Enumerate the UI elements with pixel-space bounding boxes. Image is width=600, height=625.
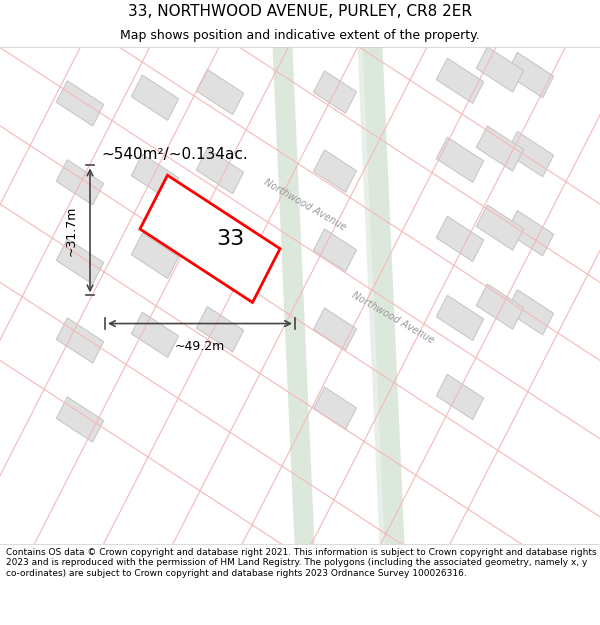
Text: Map shows position and indicative extent of the property.: Map shows position and indicative extent…	[120, 29, 480, 42]
Polygon shape	[313, 229, 356, 271]
Polygon shape	[506, 52, 554, 98]
Polygon shape	[131, 312, 179, 358]
Polygon shape	[436, 216, 484, 261]
Polygon shape	[56, 397, 104, 442]
Polygon shape	[313, 387, 356, 429]
Polygon shape	[506, 211, 554, 256]
Polygon shape	[270, 0, 335, 555]
Polygon shape	[140, 175, 280, 302]
Polygon shape	[295, 0, 345, 555]
Polygon shape	[196, 307, 244, 352]
Text: ~540m²/~0.134ac.: ~540m²/~0.134ac.	[101, 147, 248, 162]
Text: Northwood Avenue: Northwood Avenue	[350, 290, 436, 346]
Polygon shape	[476, 205, 524, 250]
Polygon shape	[131, 75, 179, 120]
Polygon shape	[360, 0, 425, 555]
Polygon shape	[290, 0, 380, 555]
Polygon shape	[476, 47, 524, 92]
Text: ~49.2m: ~49.2m	[175, 341, 225, 354]
Polygon shape	[380, 0, 600, 555]
Polygon shape	[476, 284, 524, 329]
Polygon shape	[506, 289, 554, 335]
Polygon shape	[56, 160, 104, 205]
Polygon shape	[436, 374, 484, 419]
Polygon shape	[506, 131, 554, 177]
Polygon shape	[313, 308, 356, 351]
Polygon shape	[476, 126, 524, 171]
Polygon shape	[56, 239, 104, 284]
Polygon shape	[196, 228, 244, 272]
Polygon shape	[436, 295, 484, 341]
Polygon shape	[196, 149, 244, 194]
Polygon shape	[313, 71, 356, 113]
Text: ~31.7m: ~31.7m	[65, 205, 78, 256]
Text: 33: 33	[216, 229, 244, 249]
Text: Contains OS data © Crown copyright and database right 2021. This information is : Contains OS data © Crown copyright and d…	[6, 548, 596, 578]
Polygon shape	[131, 233, 179, 278]
Polygon shape	[0, 0, 290, 555]
Polygon shape	[490, 318, 600, 555]
Polygon shape	[355, 0, 405, 555]
Polygon shape	[56, 81, 104, 126]
Polygon shape	[196, 69, 244, 114]
Text: Northwood Avenue: Northwood Avenue	[262, 177, 348, 232]
Polygon shape	[56, 318, 104, 363]
Text: 33, NORTHWOOD AVENUE, PURLEY, CR8 2ER: 33, NORTHWOOD AVENUE, PURLEY, CR8 2ER	[128, 4, 472, 19]
Polygon shape	[313, 150, 356, 192]
Polygon shape	[0, 0, 60, 149]
Polygon shape	[436, 137, 484, 182]
Polygon shape	[131, 154, 179, 199]
Polygon shape	[0, 0, 340, 555]
Polygon shape	[360, 0, 600, 555]
Polygon shape	[436, 58, 484, 103]
